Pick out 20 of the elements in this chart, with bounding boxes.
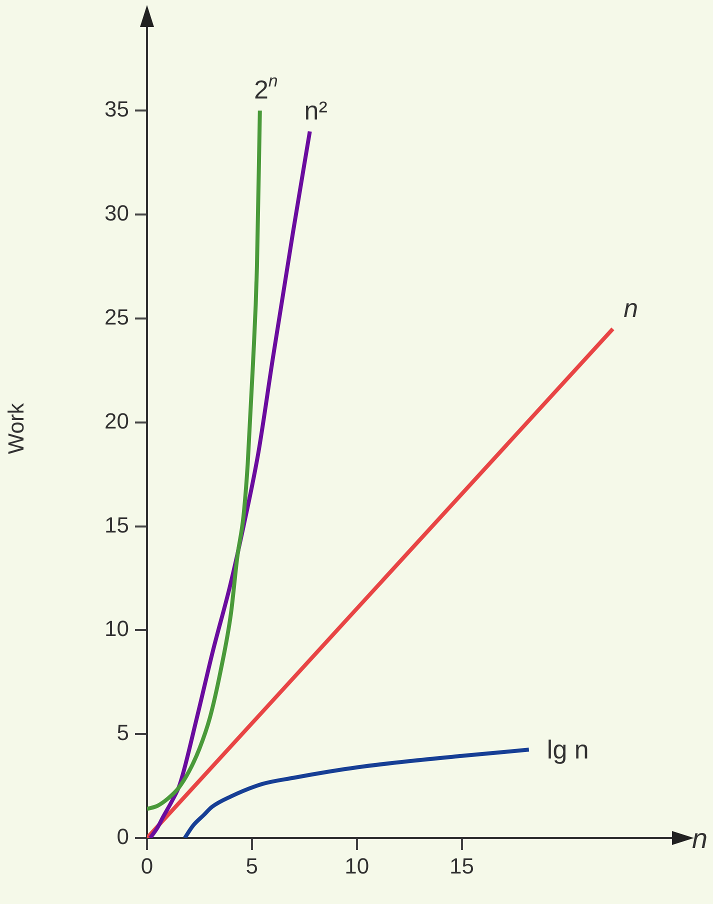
series-label: n [624, 292, 638, 323]
line-series [148, 129, 312, 838]
series-label: lg n [546, 734, 589, 765]
y-tick-label: 0 [116, 824, 129, 850]
x-tick-label: 10 [344, 853, 370, 878]
x-tick-label: 0 [140, 853, 154, 878]
series-label: n² [304, 95, 328, 126]
line-series [182, 748, 531, 838]
y-tick-label: 20 [104, 408, 129, 434]
x-axis-title: n [692, 822, 708, 854]
y-tick-label: 25 [104, 304, 129, 330]
y-tick-label: 30 [104, 200, 129, 226]
line-series [147, 108, 262, 811]
y-axis-title: Work [3, 402, 28, 454]
x-tick-label: 5 [246, 853, 258, 878]
y-tick-label: 5 [116, 720, 129, 746]
y-tick-label: 15 [104, 512, 129, 538]
y-tick-label: 10 [104, 616, 129, 642]
y-tick-label: 35 [104, 96, 129, 122]
x-tick-label: 15 [450, 853, 474, 878]
